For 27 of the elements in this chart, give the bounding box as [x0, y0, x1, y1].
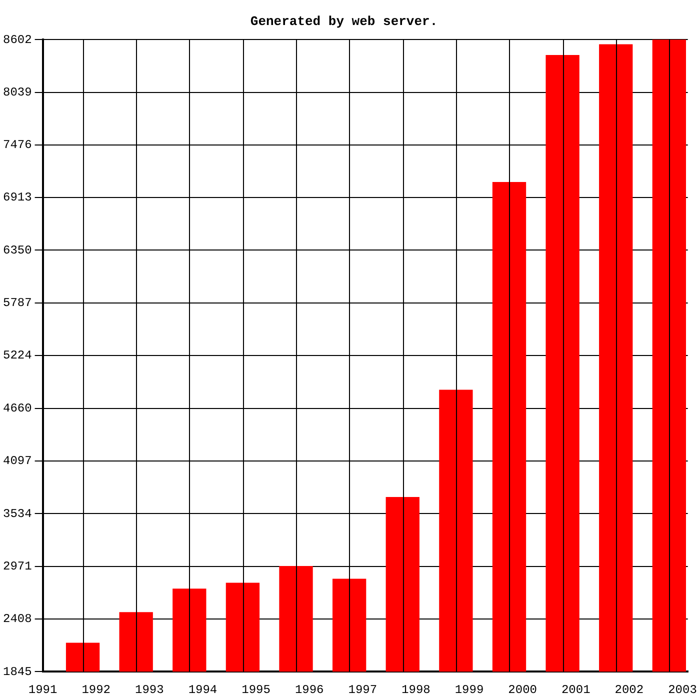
y-tick-label: 6913: [2, 190, 32, 205]
x-tick-label: 1991: [28, 682, 58, 697]
x-tick-label: 2000: [508, 682, 537, 697]
x-tick-label: 1997: [348, 682, 378, 697]
y-tick-label: 3534: [2, 506, 32, 521]
y-tick-label: 5787: [2, 296, 32, 310]
x-tick-label: 1992: [82, 682, 111, 697]
y-tick-label: 8039: [2, 85, 32, 100]
y-tick-label: 8602: [2, 32, 32, 47]
x-tick-label: 1999: [454, 682, 484, 697]
x-tick-label: 2001: [561, 682, 590, 697]
y-tick-label: 4097: [2, 454, 32, 468]
y-tick-label: 1845: [2, 664, 32, 679]
y-tick-label: 2971: [2, 559, 32, 574]
x-tick-label: 1998: [402, 682, 430, 697]
x-tick-label: 1996: [294, 682, 324, 697]
y-tick-label: 5224: [2, 348, 32, 363]
y-tick-label: 7476: [2, 138, 32, 152]
x-tick-label: 2002: [614, 682, 644, 697]
x-tick-label: 1993: [135, 682, 164, 697]
y-tick-label: 4660: [2, 401, 32, 416]
y-tick-label: 2408: [2, 612, 32, 626]
chart-title: Generated by web server.: [250, 14, 438, 30]
x-tick-label: 1994: [188, 682, 218, 697]
y-tick-label: 6350: [2, 243, 32, 258]
x-tick-label: 1995: [242, 682, 270, 697]
x-tick-label: 2003: [668, 682, 697, 697]
